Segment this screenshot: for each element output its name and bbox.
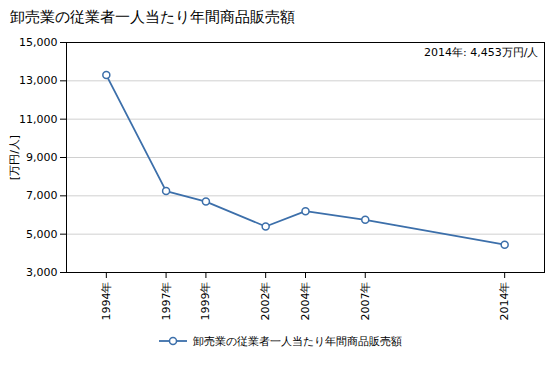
- svg-text:2014年: 4,453万円/人: 2014年: 4,453万円/人: [424, 46, 538, 59]
- svg-text:2004年: 2004年: [299, 282, 312, 321]
- html-text:卸売業の従業者一人当たり年間商品販売額: 卸売業の従業者一人当たり年間商品販売額: [10, 8, 295, 26]
- html-text:卸売業の従業者一人当たり年間商品販売額: 卸売業の従業者一人当たり年間商品販売額: [193, 334, 402, 348]
- svg-text:2007年: 2007年: [359, 282, 372, 321]
- svg-text:2002年: 2002年: [259, 282, 272, 321]
- svg-text:5,000: 5,000: [26, 228, 58, 241]
- svg-text:[万円/人]: [万円/人]: [8, 135, 21, 180]
- svg-text:1999年: 1999年: [199, 282, 212, 321]
- svg-text:9,000: 9,000: [26, 151, 58, 164]
- svg-text:2014年: 2014年: [498, 282, 511, 321]
- svg-text:13,000: 13,000: [19, 74, 58, 87]
- svg-text:1994年: 1994年: [100, 282, 113, 321]
- svg-text:1997年: 1997年: [160, 282, 173, 321]
- svg-text:7,000: 7,000: [26, 189, 58, 202]
- svg-text:11,000: 11,000: [19, 113, 58, 126]
- svg-text:3,000: 3,000: [26, 266, 58, 279]
- svg-text:15,000: 15,000: [19, 36, 58, 49]
